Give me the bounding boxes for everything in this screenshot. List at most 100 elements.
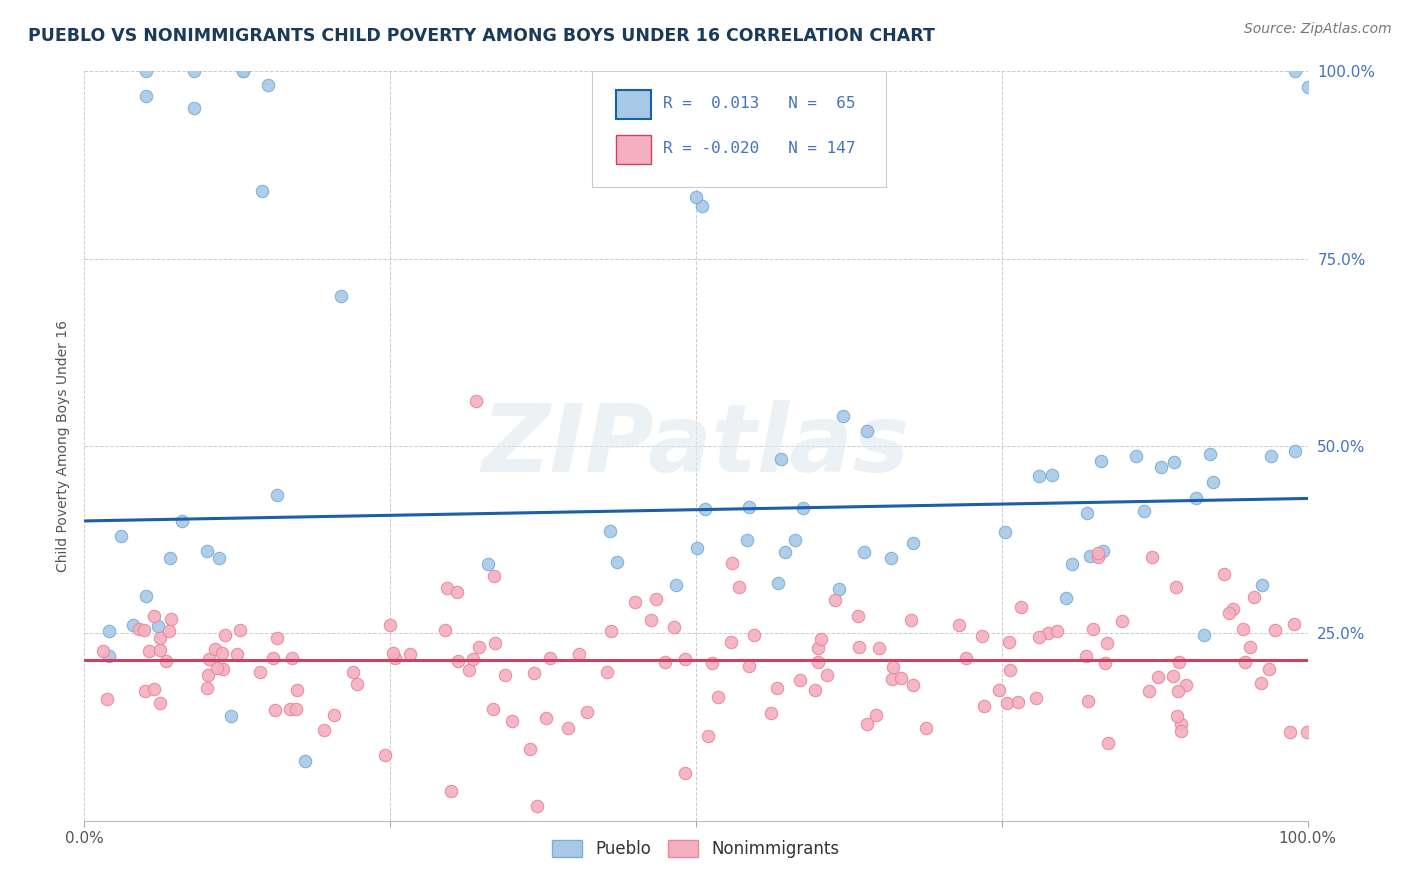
Point [955, 650, 977, 665]
Point [664, 578, 686, 592]
Point [249, 665, 271, 679]
Point [1258, 662, 1281, 676]
Point [662, 620, 685, 634]
Point [229, 623, 252, 637]
Point [568, 647, 591, 661]
Point [135, 89, 157, 103]
Point [263, 703, 285, 717]
Point [1080, 549, 1102, 563]
Point [789, 673, 811, 687]
Point [468, 640, 491, 654]
Point [1074, 648, 1097, 663]
Point [948, 618, 970, 632]
Point [685, 190, 707, 204]
Point [149, 696, 172, 710]
Point [1278, 725, 1301, 739]
Point [232, 64, 254, 78]
Point [599, 524, 621, 538]
Point [769, 451, 792, 466]
Point [1170, 716, 1192, 731]
Text: Source: ZipAtlas.com: Source: ZipAtlas.com [1244, 22, 1392, 37]
Point [1282, 617, 1305, 632]
Point [1170, 724, 1192, 739]
Point [1036, 626, 1059, 640]
Point [880, 550, 903, 565]
Bar [616, 90, 651, 119]
Point [856, 717, 879, 731]
Point [1250, 676, 1272, 690]
Point [673, 652, 696, 666]
Point [868, 641, 890, 656]
Point [1264, 624, 1286, 638]
Point [766, 681, 789, 695]
Point [1010, 599, 1032, 614]
Point [1125, 449, 1147, 463]
Point [135, 589, 157, 603]
Point [135, 64, 157, 78]
Point [1222, 601, 1244, 615]
Point [640, 613, 662, 627]
Point [195, 681, 218, 695]
Point [624, 595, 647, 609]
Point [1028, 469, 1050, 483]
Point [742, 627, 765, 641]
Point [1213, 567, 1236, 582]
Point [998, 663, 1021, 677]
Point [856, 424, 879, 438]
Text: PUEBLO VS NONIMMIGRANTS CHILD POVERTY AMONG BOYS UNDER 16 CORRELATION CHART: PUEBLO VS NONIMMIGRANTS CHILD POVERTY AM… [28, 27, 935, 45]
Point [1284, 64, 1306, 78]
Bar [616, 135, 651, 163]
Point [436, 582, 458, 596]
Point [266, 488, 288, 502]
Point [995, 696, 1018, 710]
Point [702, 656, 724, 670]
Point [225, 647, 247, 661]
Point [915, 721, 938, 735]
Point [865, 708, 887, 723]
Point [1232, 623, 1254, 637]
Point [433, 623, 456, 637]
Legend: Pueblo, Nonimmigrants: Pueblo, Nonimmigrants [546, 833, 846, 864]
Point [1251, 578, 1274, 592]
Point [519, 742, 541, 756]
Point [494, 668, 516, 682]
Point [810, 632, 832, 646]
Point [374, 748, 396, 763]
Point [596, 665, 619, 679]
Point [557, 722, 579, 736]
Point [697, 729, 720, 743]
Point [212, 661, 235, 675]
Point [720, 556, 742, 570]
Point [792, 501, 814, 516]
Point [314, 723, 336, 737]
Point [346, 677, 368, 691]
Point [720, 634, 742, 648]
Point [1163, 454, 1185, 468]
Point [1111, 614, 1133, 628]
Point [880, 672, 903, 686]
Point [1046, 624, 1069, 639]
Point [1239, 640, 1261, 655]
Point [523, 666, 546, 681]
Point [673, 766, 696, 780]
Point [208, 551, 231, 566]
Point [766, 575, 789, 590]
Point [1168, 655, 1191, 669]
Point [1296, 79, 1319, 94]
Point [1167, 683, 1189, 698]
Point [146, 619, 169, 633]
Point [972, 629, 994, 643]
Point [599, 624, 621, 638]
Point [526, 798, 548, 813]
Point [160, 612, 183, 626]
Point [735, 533, 758, 547]
Point [214, 628, 236, 642]
Y-axis label: Child Poverty Among Boys Under 16: Child Poverty Among Boys Under 16 [56, 320, 70, 572]
Point [155, 654, 177, 668]
Point [378, 617, 401, 632]
Point [901, 536, 924, 550]
Text: R =  0.013   N =  65: R = 0.013 N = 65 [664, 96, 855, 112]
FancyBboxPatch shape [592, 71, 886, 187]
Point [1142, 550, 1164, 565]
Point [707, 690, 730, 705]
